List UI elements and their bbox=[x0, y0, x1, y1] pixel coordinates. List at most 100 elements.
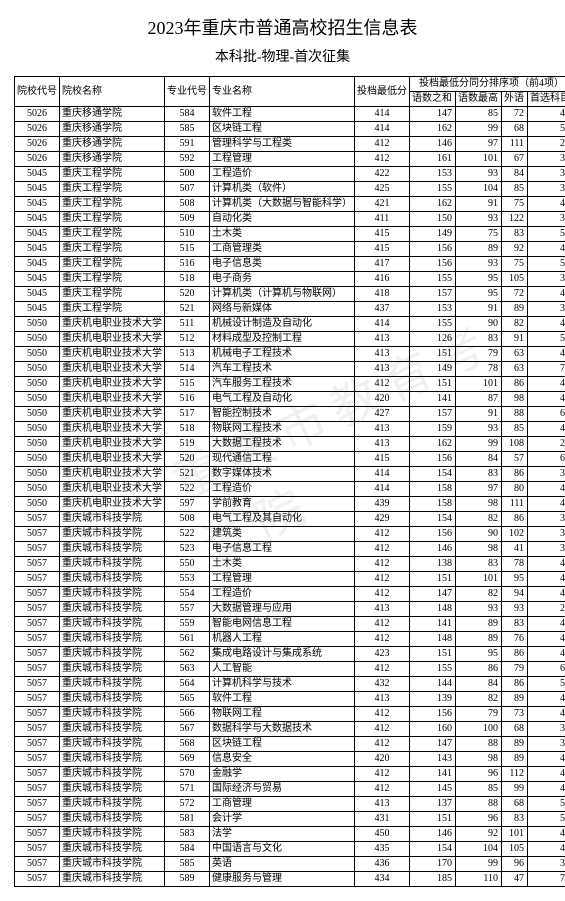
cell: 508 bbox=[165, 197, 210, 212]
cell: 重庆移通学院 bbox=[60, 137, 165, 152]
cell: 104 bbox=[456, 182, 502, 197]
cell: 89 bbox=[502, 302, 528, 317]
cell: 414 bbox=[355, 317, 410, 332]
cell: 5057 bbox=[15, 737, 60, 752]
cell: 重庆城市科技学院 bbox=[60, 707, 165, 722]
cell: 418 bbox=[355, 287, 410, 302]
cell: 54 bbox=[528, 122, 565, 137]
cell: 5057 bbox=[15, 527, 60, 542]
th-s3: 外语 bbox=[502, 92, 528, 107]
cell: 98 bbox=[502, 392, 528, 407]
cell: 重庆城市科技学院 bbox=[60, 512, 165, 527]
cell: 85 bbox=[502, 182, 528, 197]
cell: 5050 bbox=[15, 377, 60, 392]
cell: 重庆机电职业技术大学 bbox=[60, 347, 165, 362]
cell: 92 bbox=[456, 827, 502, 842]
cell: 46 bbox=[528, 482, 565, 497]
table-row: 5057重庆城市科技学院583法学4501469210149 bbox=[15, 827, 565, 842]
cell: 重庆机电职业技术大学 bbox=[60, 422, 165, 437]
cell: 566 bbox=[165, 707, 210, 722]
cell: 84 bbox=[456, 677, 502, 692]
cell: 412 bbox=[355, 542, 410, 557]
cell: 83 bbox=[502, 812, 528, 827]
cell: 机械电子工程技术 bbox=[210, 347, 355, 362]
table-row: 5057重庆城市科技学院553工程管理4121511019540 bbox=[15, 572, 565, 587]
cell: 电子信息类 bbox=[210, 257, 355, 272]
table-row: 5026重庆移通学院591管理科学与工程类4121469711125 bbox=[15, 137, 565, 152]
cell: 57 bbox=[502, 452, 528, 467]
cell: 83 bbox=[502, 227, 528, 242]
cell: 41 bbox=[502, 542, 528, 557]
cell: 515 bbox=[165, 242, 210, 257]
cell: 510 bbox=[165, 227, 210, 242]
cell: 重庆城市科技学院 bbox=[60, 587, 165, 602]
cell: 5057 bbox=[15, 632, 60, 647]
cell: 72 bbox=[528, 362, 565, 377]
table-row: 5050重庆机电职业技术大学516电气工程及自动化420141879841 bbox=[15, 392, 565, 407]
table-row: 5050重庆机电职业技术大学522工程造价414158978046 bbox=[15, 482, 565, 497]
cell: 5057 bbox=[15, 752, 60, 767]
cell: 5045 bbox=[15, 272, 60, 287]
cell: 149 bbox=[410, 227, 456, 242]
cell: 自动化类 bbox=[210, 212, 355, 227]
cell: 412 bbox=[355, 587, 410, 602]
cell: 155 bbox=[410, 662, 456, 677]
cell: 518 bbox=[165, 272, 210, 287]
cell: 146 bbox=[410, 542, 456, 557]
cell: 158 bbox=[410, 497, 456, 512]
cell: 学前教育 bbox=[210, 497, 355, 512]
cell: 5045 bbox=[15, 257, 60, 272]
table-row: 5057重庆城市科技学院566物联网工程412156797346 bbox=[15, 707, 565, 722]
cell: 100 bbox=[456, 722, 502, 737]
cell: 412 bbox=[355, 707, 410, 722]
cell: 86 bbox=[502, 467, 528, 482]
cell: 581 bbox=[165, 812, 210, 827]
table-row: 5050重庆机电职业技术大学517智能控制技术427157918863 bbox=[15, 407, 565, 422]
table-row: 5045重庆工程学院500工程造价422153938438 bbox=[15, 167, 565, 182]
cell: 重庆城市科技学院 bbox=[60, 827, 165, 842]
cell: 5045 bbox=[15, 197, 60, 212]
cell: 508 bbox=[165, 512, 210, 527]
table-row: 5050重庆机电职业技术大学518物联网工程技术413159938542 bbox=[15, 422, 565, 437]
cell: 414 bbox=[355, 482, 410, 497]
cell: 585 bbox=[165, 857, 210, 872]
table-row: 5026重庆移通学院585区块链工程414162996854 bbox=[15, 122, 565, 137]
cell: 5050 bbox=[15, 467, 60, 482]
cell: 区块链工程 bbox=[210, 737, 355, 752]
cell: 5050 bbox=[15, 332, 60, 347]
cell: 61 bbox=[528, 452, 565, 467]
cell: 157 bbox=[410, 287, 456, 302]
cell: 563 bbox=[165, 662, 210, 677]
cell: 559 bbox=[165, 617, 210, 632]
cell: 56 bbox=[528, 257, 565, 272]
cell: 154 bbox=[410, 842, 456, 857]
table-row: 5057重庆城市科技学院569信息安全420143988947 bbox=[15, 752, 565, 767]
cell: 5057 bbox=[15, 692, 60, 707]
cell: 99 bbox=[456, 857, 502, 872]
cell: 104 bbox=[456, 842, 502, 857]
cell: 5050 bbox=[15, 407, 60, 422]
cell: 电气工程及自动化 bbox=[210, 392, 355, 407]
table-row: 5057重庆城市科技学院557大数据管理与应用413148939327 bbox=[15, 602, 565, 617]
cell: 区块链工程 bbox=[210, 122, 355, 137]
cell: 516 bbox=[165, 392, 210, 407]
cell: 415 bbox=[355, 452, 410, 467]
cell: 重庆工程学院 bbox=[60, 287, 165, 302]
cell: 569 bbox=[165, 752, 210, 767]
cell: 重庆工程学院 bbox=[60, 167, 165, 182]
cell: 重庆城市科技学院 bbox=[60, 572, 165, 587]
cell: 5026 bbox=[15, 122, 60, 137]
cell: 412 bbox=[355, 662, 410, 677]
cell: 521 bbox=[165, 302, 210, 317]
cell: 86 bbox=[502, 677, 528, 692]
cell: 重庆机电职业技术大学 bbox=[60, 392, 165, 407]
cell: 63 bbox=[502, 347, 528, 362]
cell: 94 bbox=[502, 587, 528, 602]
cell: 72 bbox=[502, 107, 528, 122]
cell: 5026 bbox=[15, 137, 60, 152]
cell: 5050 bbox=[15, 362, 60, 377]
cell: 5026 bbox=[15, 107, 60, 122]
cell: 会计学 bbox=[210, 812, 355, 827]
cell: 432 bbox=[355, 677, 410, 692]
cell: 大数据工程技术 bbox=[210, 437, 355, 452]
